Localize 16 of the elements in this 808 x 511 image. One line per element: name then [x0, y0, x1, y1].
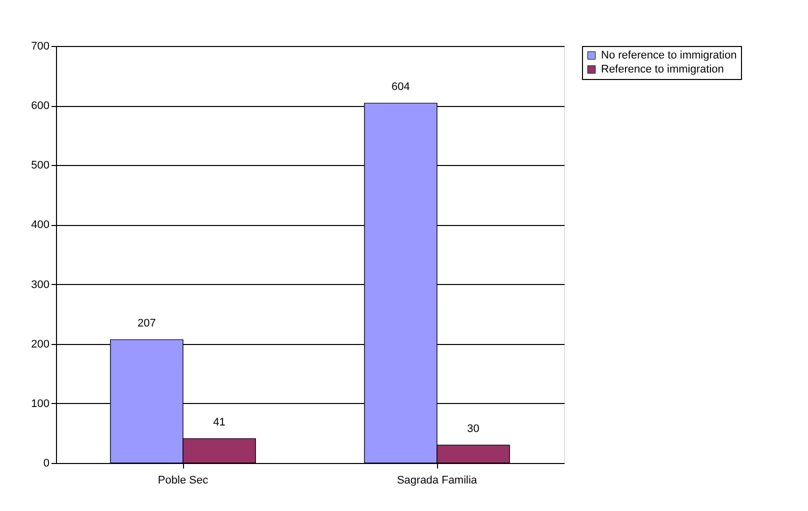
- y-tick-label: 100: [31, 398, 50, 410]
- y-tick-label: 600: [31, 100, 50, 112]
- x-tick-label: Sagrada Familia: [396, 474, 478, 486]
- x-tick-label: Poble Sec: [158, 474, 209, 486]
- y-tick-label: 300: [31, 278, 50, 291]
- y-tick-label: 0: [43, 458, 50, 470]
- y-tick-label: 400: [31, 219, 50, 232]
- data-label: 41: [213, 416, 226, 429]
- y-tick-label: 700: [31, 40, 50, 52]
- legend-label: Reference to immigration: [601, 64, 724, 76]
- y-tick-label: 500: [31, 160, 50, 172]
- data-label: 207: [138, 318, 156, 330]
- y-tick-label: 200: [31, 338, 50, 350]
- data-label: 30: [467, 423, 480, 436]
- legend-label: No reference to immigration: [601, 50, 737, 62]
- data-label: 604: [392, 81, 410, 94]
